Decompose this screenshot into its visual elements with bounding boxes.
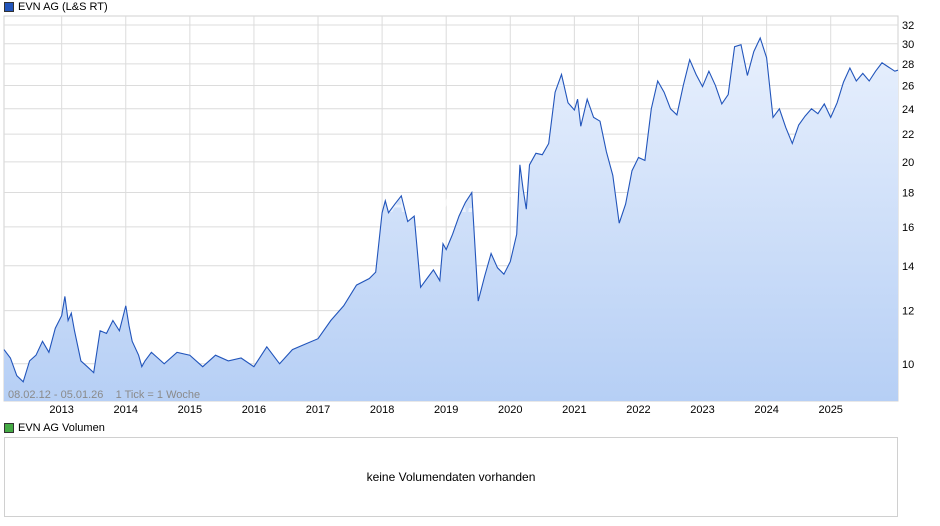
y-tick-label: 32 bbox=[902, 20, 914, 32]
volume-series-swatch bbox=[4, 423, 14, 433]
watermark: ARIVA.DE bbox=[388, 188, 512, 218]
no-volume-message: keine Volumendaten vorhanden bbox=[366, 470, 536, 484]
y-tick-label: 12 bbox=[902, 306, 914, 318]
price-line bbox=[3, 36, 899, 383]
y-tick-label: 18 bbox=[902, 188, 914, 200]
x-tick-label: 2020 bbox=[498, 404, 522, 416]
y-tick-label: 22 bbox=[902, 129, 914, 141]
x-tick-label: 2018 bbox=[370, 404, 394, 416]
x-tick-label: 2013 bbox=[49, 404, 73, 416]
x-axis: 2013 2014 2015 2016 2017 2018 2019 2020 2021 2022… bbox=[49, 404, 843, 416]
price-area bbox=[4, 38, 898, 401]
volume-legend: EVN AG Volumen bbox=[4, 421, 105, 435]
y-tick-label: 10 bbox=[902, 359, 914, 371]
y-tick-label: 20 bbox=[902, 157, 914, 169]
y-tick-label: 30 bbox=[902, 39, 914, 51]
x-tick-label: 2022 bbox=[626, 404, 650, 416]
x-tick-label: 2017 bbox=[306, 404, 330, 416]
y-tick-label: 14 bbox=[902, 261, 914, 273]
y-tick-label: 24 bbox=[902, 104, 914, 116]
x-tick-label: 2021 bbox=[562, 404, 586, 416]
price-legend: EVN AG (L&S RT) bbox=[4, 0, 108, 14]
x-tick-label: 2025 bbox=[818, 404, 842, 416]
price-legend-label: EVN AG (L&S RT) bbox=[18, 1, 108, 13]
y-axis: 10 12 14 16 18 20 22 24 26 28 30 32 bbox=[902, 20, 914, 371]
price-series-swatch bbox=[4, 2, 14, 12]
y-tick-label: 28 bbox=[902, 59, 914, 71]
x-tick-label: 2016 bbox=[242, 404, 266, 416]
x-tick-label: 2023 bbox=[690, 404, 714, 416]
y-tick-label: 26 bbox=[902, 80, 914, 92]
x-tick-label: 2014 bbox=[114, 404, 138, 416]
x-tick-label: 2015 bbox=[178, 404, 202, 416]
volume-panel: keine Volumendaten vorhanden bbox=[4, 437, 898, 517]
date-range-label: 08.02.12 - 05.01.26 1 Tick = 1 Woche bbox=[8, 389, 200, 401]
x-tick-label: 2024 bbox=[754, 404, 778, 416]
volume-legend-label: EVN AG Volumen bbox=[18, 422, 105, 434]
x-tick-label: 2019 bbox=[434, 404, 458, 416]
y-tick-label: 16 bbox=[902, 222, 914, 234]
